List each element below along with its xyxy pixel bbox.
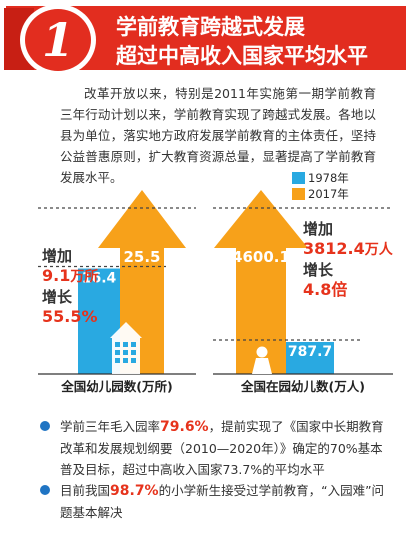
footnotes: 学前三年毛入园率79.6%，提前实现了《国家中长期教育改革和发展规划纲要（201… [40, 416, 390, 523]
legend-item-1978: 1978年 [292, 170, 349, 186]
section-number: 1 [41, 13, 74, 67]
intro-paragraph: 改革开放以来，特别是2011年实施第一期学前教育三年行动计划以来，学前教育实现了… [60, 86, 376, 185]
bullet-dot-icon [40, 421, 50, 431]
panel1-growth-value: 55.5% [42, 307, 98, 326]
footnote-2-text-a: 目前我国 [60, 483, 111, 498]
value-label-2017-1: 25.5 [123, 248, 160, 266]
panel1-increase-label: 增加 [42, 247, 73, 265]
panel1-growth-label: 增长 [42, 288, 73, 306]
page-title: 学前教育跨越式发展 [116, 15, 305, 39]
value-label-1978-2: 787.7 [288, 344, 332, 360]
kindergarten-building-icon [110, 322, 142, 374]
footnote-1-highlight: 79.6% [160, 419, 209, 435]
panel2-increase-label: 增加 [303, 220, 334, 238]
legend-item-2017: 2017年 [292, 186, 349, 202]
value-label-2017-2: 4600.1 [232, 248, 290, 266]
value-label-1978-1: 16.4 [82, 271, 117, 287]
panel1-annotation: 增加 9.1万所 增长 55.5% [42, 246, 98, 326]
legend-swatch-1978 [292, 172, 305, 184]
footnote-2-highlight: 98.7% [110, 483, 159, 499]
panel2-increase-value: 3812.4 [303, 239, 365, 258]
footnote-2: 目前我国98.7%的小学新生接受过学前教育，“入园难”问题基本解决 [40, 480, 390, 523]
panel1-increase-unit: 万所 [70, 269, 99, 285]
header-ribbon [6, 6, 406, 70]
bar-2017-2 [214, 190, 308, 374]
panel2-increase-unit: 万人 [364, 242, 393, 258]
child-silhouette-icon [252, 346, 272, 374]
legend-label-2017: 2017年 [308, 187, 349, 201]
footnote-1: 学前三年毛入园率79.6%，提前实现了《国家中长期教育改革和发展规划纲要（201… [40, 416, 390, 480]
panel2-growth-value: 4.8倍 [303, 280, 348, 299]
header-banner [4, 4, 406, 76]
bar-1978-2 [286, 342, 334, 374]
footnote-1-text-a: 学前三年毛入园率 [60, 419, 161, 434]
legend-label-1978: 1978年 [308, 171, 349, 185]
legend-swatch-2017 [292, 188, 305, 200]
panel2-annotation: 增加 3812.4万人 增长 4.8倍 [303, 219, 393, 299]
panel2-growth-label: 增长 [303, 261, 334, 279]
bullet-dot-icon [40, 485, 50, 495]
footnote-1-text-b: ，提前实现了《国家中长期教育改革和发展规划纲要（2010—2020年）》确定的7… [60, 419, 384, 477]
footnote-2-text-b: 的小学新生接受过学前教育，“入园难”问题基本解决 [60, 483, 385, 520]
category-label-2: 全国在园幼儿数(万人) [240, 379, 365, 394]
category-label-1: 全国幼儿园数(万所) [60, 379, 172, 394]
page-subtitle: 超过中高收入国家平均水平 [116, 44, 368, 68]
panel1-increase-value: 9.1 [42, 266, 71, 285]
